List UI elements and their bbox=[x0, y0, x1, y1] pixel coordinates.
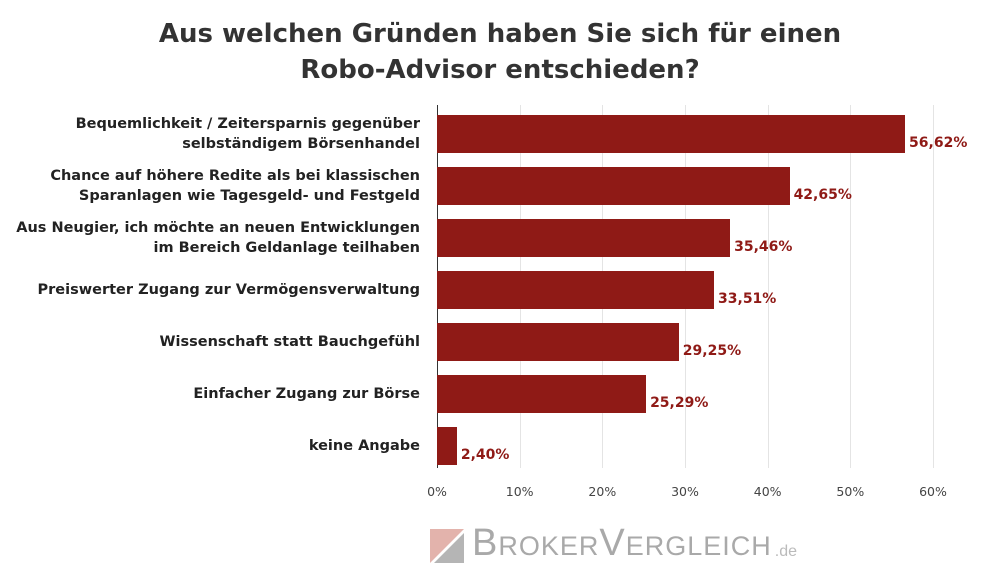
x-tick-label: 30% bbox=[671, 484, 699, 499]
category-label: Wissenschaft statt Bauchgefühl bbox=[0, 332, 420, 352]
chart-title-line-2: Robo-Advisor entschieden? bbox=[300, 55, 700, 85]
x-tick-label: 50% bbox=[836, 484, 865, 499]
chart-title-line-1: Aus welchen Gründen haben Sie sich für e… bbox=[158, 19, 842, 49]
category-label: Bequemlichkeit / Zeitersparnis gegenüber… bbox=[0, 114, 420, 154]
category-label: Chance auf höhere Redite als bei klassis… bbox=[0, 166, 420, 206]
category-label-line: Sparanlagen wie Tagesgeld- und Festgeld bbox=[78, 188, 420, 204]
bar-value-label: 2,40% bbox=[460, 447, 510, 463]
category-label: Preiswerter Zugang zur Vermögensverwaltu… bbox=[0, 280, 420, 300]
bar-value-label: 56,62% bbox=[909, 135, 968, 151]
category-label-line: Aus Neugier, ich möchte an neuen Entwick… bbox=[16, 220, 420, 236]
category-label-line: Chance auf höhere Redite als bei klassis… bbox=[50, 168, 420, 184]
gridline bbox=[850, 105, 852, 468]
bar-value-label: 29,25% bbox=[682, 343, 742, 359]
category-label: keine Angabe bbox=[0, 436, 420, 456]
bar-value-label: 33,51% bbox=[718, 291, 777, 307]
category-label-line: Preiswerter Zugang zur Vermögensverwaltu… bbox=[37, 282, 420, 298]
bar-value-label: 25,29% bbox=[650, 395, 709, 411]
bar bbox=[437, 375, 647, 413]
bar bbox=[437, 167, 790, 205]
bar bbox=[437, 427, 457, 465]
logo-text: BrokerVergleich bbox=[472, 522, 772, 564]
x-tick-label: 60% bbox=[919, 484, 947, 499]
category-label-line: selbständigem Börsenhandel bbox=[182, 136, 420, 152]
category-label-line: Wissenschaft statt Bauchgefühl bbox=[159, 334, 420, 350]
bar-value-label: 35,46% bbox=[734, 239, 793, 255]
category-label-line: im Bereich Geldanlage teilhaben bbox=[153, 240, 421, 256]
gridline bbox=[933, 105, 934, 468]
category-label: Einfacher Zugang zur Börse bbox=[0, 384, 420, 404]
x-tick-label: 40% bbox=[753, 484, 782, 499]
x-tick-label: 10% bbox=[505, 484, 534, 499]
gridline bbox=[767, 105, 769, 468]
bar bbox=[437, 271, 715, 309]
brokervergleich-logo: BrokerVergleich .de bbox=[430, 523, 797, 563]
category-label: Aus Neugier, ich möchte an neuen Entwick… bbox=[0, 218, 420, 258]
bar-value-label: 42,65% bbox=[793, 187, 852, 203]
category-label-line: Einfacher Zugang zur Börse bbox=[193, 386, 420, 402]
category-label-line: keine Angabe bbox=[308, 438, 420, 454]
bar bbox=[437, 115, 906, 153]
logo-suffix: .de bbox=[774, 543, 797, 560]
x-tick-label: 0% bbox=[427, 484, 447, 499]
bar bbox=[437, 219, 731, 257]
category-label-line: Bequemlichkeit / Zeitersparnis gegenüber bbox=[75, 116, 420, 132]
logo-mark-icon bbox=[430, 529, 464, 563]
bar bbox=[437, 323, 679, 361]
x-tick-label: 20% bbox=[588, 484, 617, 499]
